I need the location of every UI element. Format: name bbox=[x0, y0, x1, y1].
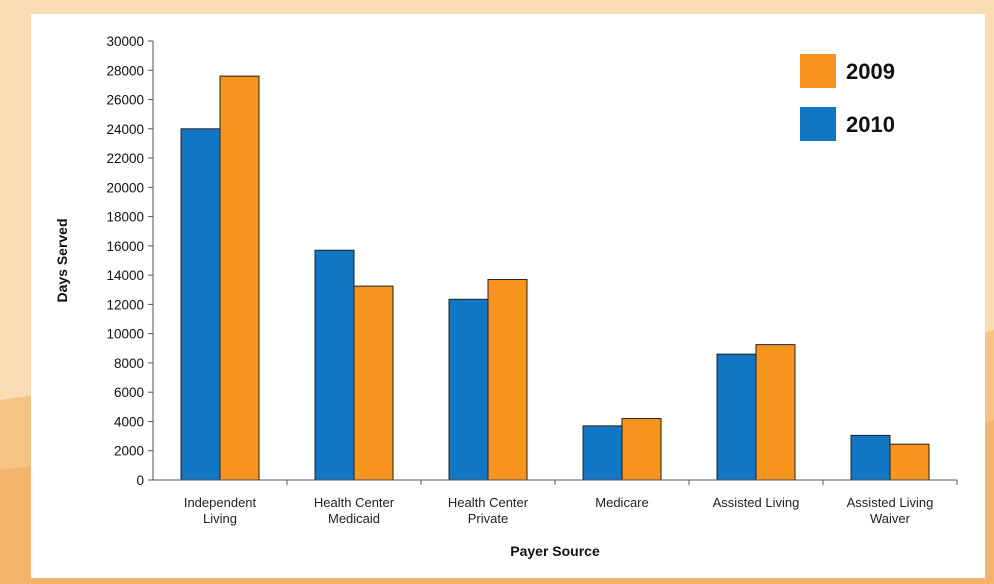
legend-swatch-2010 bbox=[800, 107, 836, 141]
y-tick-label: 0 bbox=[136, 473, 144, 488]
legend-label-2009: 2009 bbox=[846, 59, 895, 84]
x-tick-label: Medicaid bbox=[328, 511, 380, 526]
bar-2010-3 bbox=[582, 425, 623, 481]
y-tick-label: 4000 bbox=[114, 414, 144, 429]
y-tick-label: 12000 bbox=[106, 297, 144, 312]
bars bbox=[180, 75, 930, 481]
legend-swatch-2009 bbox=[800, 54, 836, 88]
y-tick-label: 16000 bbox=[106, 239, 144, 254]
y-tick-label: 30000 bbox=[106, 34, 144, 49]
bar-2010-0 bbox=[180, 128, 221, 481]
legend-label-2010: 2010 bbox=[846, 112, 895, 137]
y-tick-label: 10000 bbox=[106, 327, 144, 342]
bar-chart: 0 2000 4000 6000 8000 10000 12000 14000 16000 180… bbox=[54, 34, 958, 559]
x-tick-label: Waiver bbox=[870, 511, 911, 526]
bar-2009-0 bbox=[219, 75, 260, 481]
x-axis-title: Payer Source bbox=[510, 543, 600, 559]
y-tick-label: 24000 bbox=[106, 122, 144, 137]
x-tick-label: Medicare bbox=[595, 495, 648, 510]
x-tick-label: Living bbox=[203, 511, 237, 526]
y-axis-title: Days Served bbox=[54, 218, 70, 302]
y-tick-label: 22000 bbox=[106, 151, 144, 166]
x-tick-label: Health Center bbox=[448, 495, 529, 510]
y-axis: 0 2000 4000 6000 8000 10000 12000 14000 16000 180… bbox=[106, 34, 154, 488]
y-tick-label: 14000 bbox=[106, 268, 144, 283]
bar-2009-5 bbox=[889, 443, 930, 481]
bar-2010-2 bbox=[448, 298, 489, 481]
y-tick-label: 18000 bbox=[106, 210, 144, 225]
x-tick-label: Assisted Living bbox=[713, 495, 800, 510]
y-tick-label: 20000 bbox=[106, 180, 144, 195]
x-tick-label: Private bbox=[468, 511, 508, 526]
bar-2010-4 bbox=[716, 353, 757, 481]
bar-2009-2 bbox=[487, 279, 528, 481]
y-tick-label: 26000 bbox=[106, 93, 144, 108]
x-tick-label: Assisted Living bbox=[847, 495, 934, 510]
chart-panel: 0 2000 4000 6000 8000 10000 12000 14000 16000 180… bbox=[31, 14, 985, 578]
bar-2010-1 bbox=[314, 249, 355, 481]
bar-2009-4 bbox=[755, 344, 796, 481]
y-tick-label: 8000 bbox=[114, 356, 144, 371]
y-tick-label: 28000 bbox=[106, 63, 144, 78]
x-tick-label: Independent bbox=[184, 495, 257, 510]
x-tick-label: Health Center bbox=[314, 495, 395, 510]
bar-2009-3 bbox=[621, 418, 662, 481]
bar-2009-1 bbox=[353, 285, 394, 481]
bar-2010-5 bbox=[850, 434, 891, 481]
y-tick-label: 2000 bbox=[114, 444, 144, 459]
legend: 2009 2010 bbox=[800, 54, 895, 141]
y-tick-label: 6000 bbox=[114, 385, 144, 400]
